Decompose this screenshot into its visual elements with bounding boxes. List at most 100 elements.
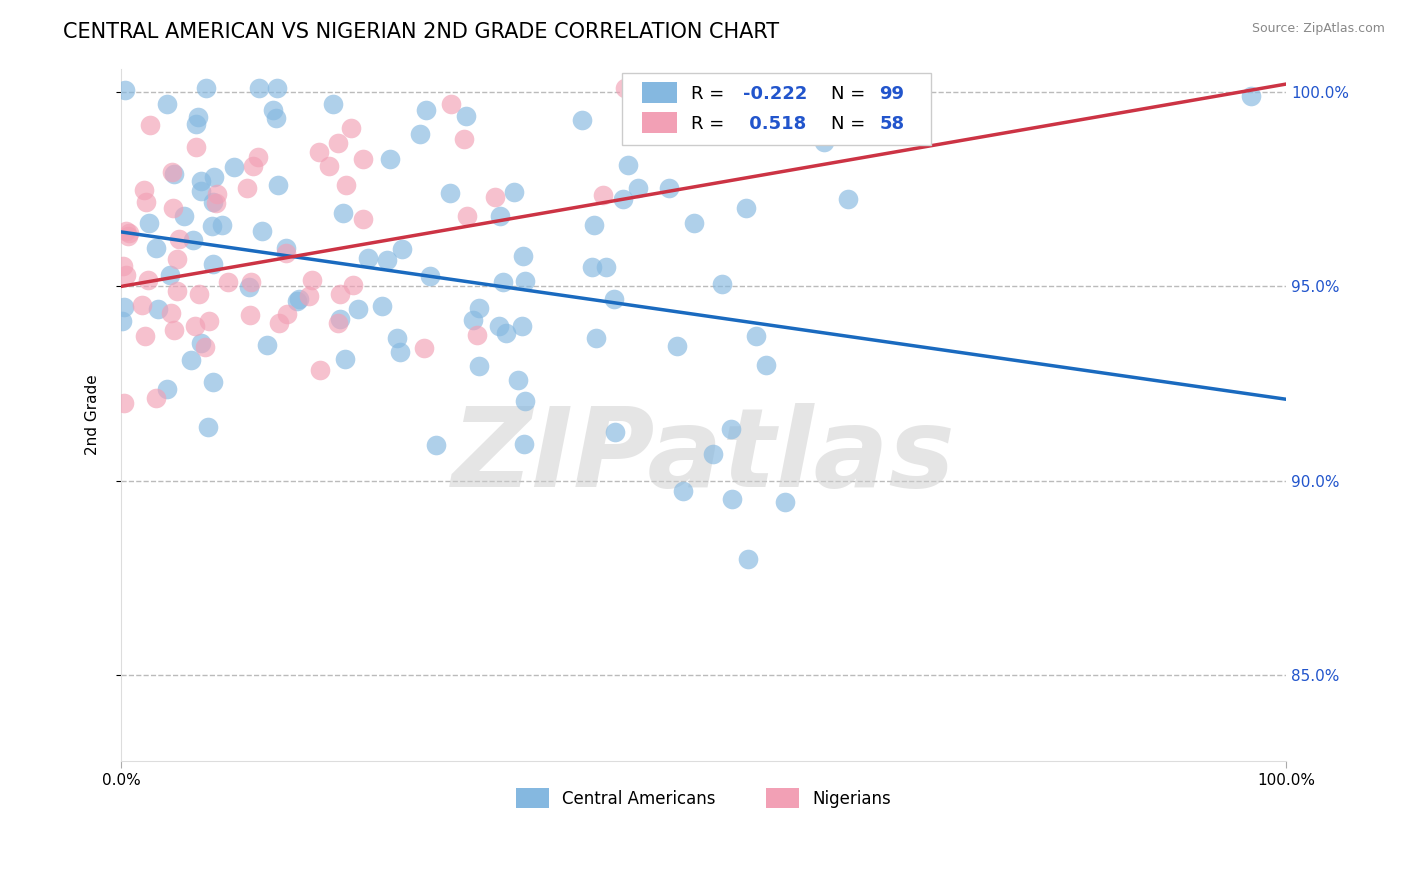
Point xyxy=(332,205,354,219)
Point xyxy=(612,193,634,207)
Point xyxy=(617,158,640,172)
Point xyxy=(463,313,485,327)
Point xyxy=(262,103,284,117)
Point xyxy=(274,245,297,260)
Point xyxy=(352,211,374,226)
Point xyxy=(134,328,156,343)
Point xyxy=(603,425,626,439)
Point xyxy=(378,153,401,167)
Point xyxy=(585,331,607,345)
Point xyxy=(702,448,724,462)
Point xyxy=(510,318,533,333)
Point xyxy=(288,292,311,306)
Point xyxy=(256,338,278,352)
Point xyxy=(1240,88,1263,103)
Point xyxy=(347,302,370,317)
FancyBboxPatch shape xyxy=(641,82,676,103)
Point xyxy=(111,313,134,327)
Point xyxy=(298,289,321,303)
Point xyxy=(754,358,776,372)
Point xyxy=(235,180,257,194)
Point xyxy=(592,187,614,202)
Point xyxy=(720,422,742,436)
Point xyxy=(488,318,510,333)
Point xyxy=(357,252,380,266)
FancyBboxPatch shape xyxy=(641,112,676,133)
Point xyxy=(156,382,179,396)
Point xyxy=(146,301,169,316)
Text: Source: ZipAtlas.com: Source: ZipAtlas.com xyxy=(1251,22,1385,36)
Point xyxy=(385,331,408,345)
Point xyxy=(181,233,204,247)
Point xyxy=(132,182,155,196)
Point xyxy=(166,284,188,298)
Text: N =: N = xyxy=(831,115,870,133)
Point xyxy=(163,167,186,181)
Point xyxy=(205,196,228,211)
Point xyxy=(250,224,273,238)
Point xyxy=(419,269,441,284)
Point xyxy=(184,318,207,333)
Point xyxy=(333,351,356,366)
Point xyxy=(468,359,491,374)
Point xyxy=(135,194,157,209)
Point xyxy=(202,375,225,389)
Point xyxy=(197,420,219,434)
Text: 58: 58 xyxy=(879,115,904,133)
Point xyxy=(217,276,239,290)
Point xyxy=(375,252,398,267)
Point xyxy=(492,275,515,289)
Text: 99: 99 xyxy=(879,86,904,103)
Point xyxy=(468,301,491,315)
Point xyxy=(721,491,744,506)
Point xyxy=(503,185,526,199)
Point xyxy=(167,232,190,246)
Point xyxy=(224,160,246,174)
Point xyxy=(162,201,184,215)
Point xyxy=(139,118,162,132)
Point xyxy=(326,316,349,330)
Point xyxy=(352,152,374,166)
Point xyxy=(465,328,488,343)
Point xyxy=(269,316,291,330)
Point xyxy=(267,178,290,192)
Text: CENTRAL AMERICAN VS NIGERIAN 2ND GRADE CORRELATION CHART: CENTRAL AMERICAN VS NIGERIAN 2ND GRADE C… xyxy=(63,22,779,42)
Point xyxy=(484,189,506,203)
Point xyxy=(117,226,139,240)
Point xyxy=(138,273,160,287)
Point xyxy=(190,184,212,198)
Point xyxy=(773,495,796,509)
Point xyxy=(246,150,269,164)
Point xyxy=(489,209,512,223)
Point xyxy=(163,323,186,337)
Point xyxy=(513,393,536,408)
Point xyxy=(276,307,298,321)
FancyBboxPatch shape xyxy=(621,73,931,145)
Point xyxy=(340,120,363,135)
Point xyxy=(207,187,229,202)
Point xyxy=(242,159,264,173)
Point xyxy=(131,298,153,312)
Y-axis label: 2nd Grade: 2nd Grade xyxy=(86,375,100,455)
Point xyxy=(117,228,139,243)
Point xyxy=(202,169,225,184)
Point xyxy=(512,249,534,263)
Point xyxy=(425,438,447,452)
Point xyxy=(166,252,188,266)
Point xyxy=(456,109,478,123)
Point xyxy=(190,336,212,351)
Point xyxy=(737,552,759,566)
Point xyxy=(266,81,288,95)
Point xyxy=(240,275,263,289)
Point xyxy=(439,186,461,200)
Point xyxy=(187,286,209,301)
Point xyxy=(329,312,352,326)
Legend: Central Americans, Nigerians: Central Americans, Nigerians xyxy=(509,781,898,815)
Point xyxy=(198,314,221,328)
Point xyxy=(156,96,179,111)
Point xyxy=(145,391,167,405)
Point xyxy=(266,111,288,125)
Point xyxy=(721,81,744,95)
Point xyxy=(409,128,432,142)
Point xyxy=(389,345,412,359)
